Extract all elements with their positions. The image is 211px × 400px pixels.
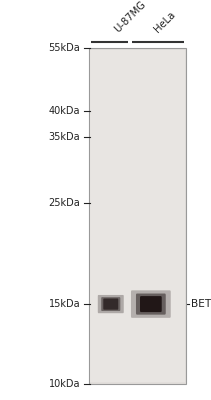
Text: BET1: BET1 (191, 299, 211, 309)
Text: 15kDa: 15kDa (49, 299, 80, 309)
Bar (89, 48, 186, 384)
FancyBboxPatch shape (101, 297, 120, 311)
FancyBboxPatch shape (140, 296, 162, 312)
Text: 25kDa: 25kDa (49, 198, 80, 208)
FancyBboxPatch shape (103, 298, 118, 310)
Text: HeLa: HeLa (152, 9, 177, 34)
Text: U-87MG: U-87MG (113, 0, 148, 34)
Text: 35kDa: 35kDa (49, 132, 80, 142)
Bar (90, 50, 185, 382)
FancyBboxPatch shape (136, 294, 166, 315)
Text: 40kDa: 40kDa (49, 106, 80, 116)
FancyBboxPatch shape (131, 290, 171, 318)
Text: 10kDa: 10kDa (49, 379, 80, 389)
Text: 55kDa: 55kDa (49, 43, 80, 53)
FancyBboxPatch shape (98, 295, 124, 313)
